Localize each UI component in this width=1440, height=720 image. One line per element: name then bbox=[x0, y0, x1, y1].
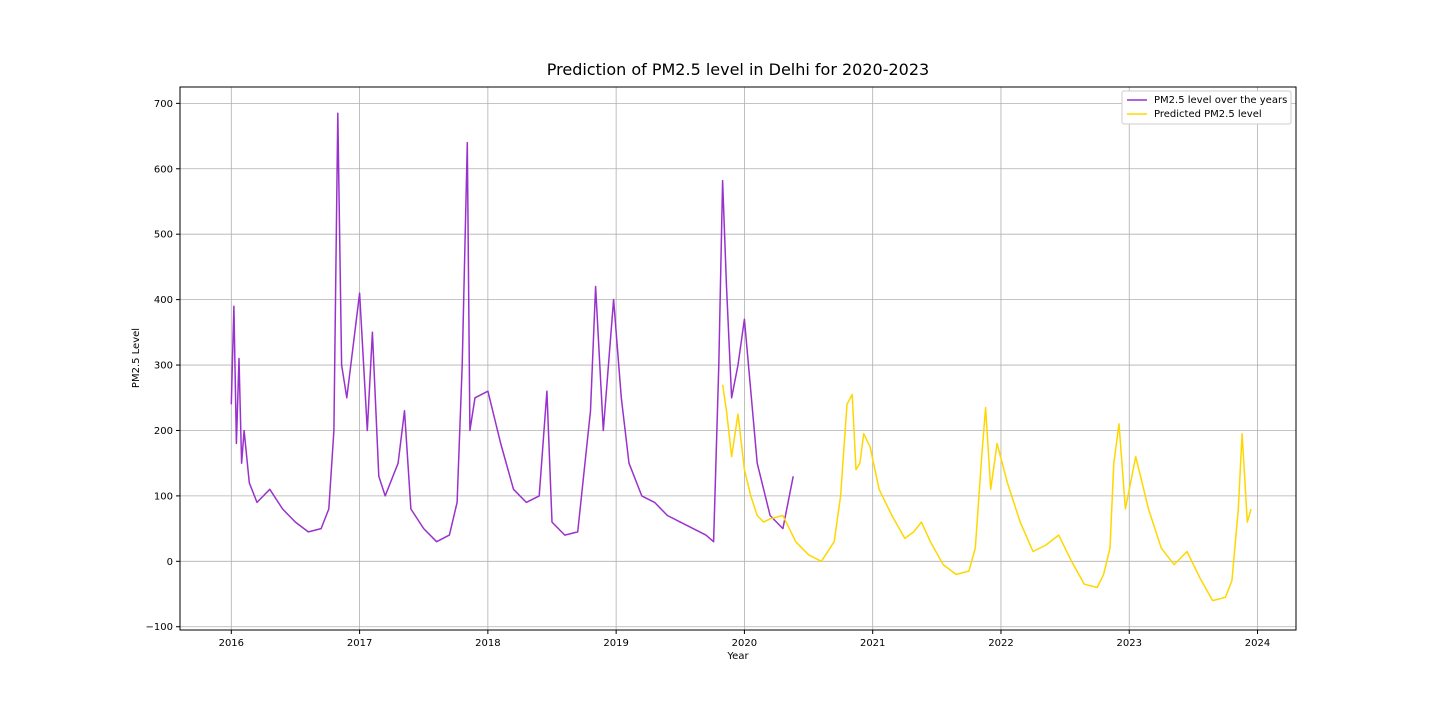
y-axis-label: PM2.5 Level bbox=[131, 328, 142, 388]
y-axis: −100 0 100 200 300 400 500 600 700 bbox=[146, 99, 180, 633]
legend-label-predicted: Predicted PM2.5 level bbox=[1154, 109, 1262, 120]
y-tick-label: 0 bbox=[167, 557, 173, 568]
legend: PM2.5 level over the years Predicted PM2… bbox=[1121, 90, 1292, 125]
x-tick-label: 2022 bbox=[988, 638, 1013, 649]
x-tick-label: 2020 bbox=[732, 638, 757, 649]
legend-box bbox=[1121, 90, 1292, 125]
y-tick-label: 500 bbox=[154, 230, 173, 241]
series-line-predicted bbox=[721, 384, 1252, 602]
x-axis-label: Year bbox=[726, 651, 749, 662]
y-tick-label: 300 bbox=[154, 361, 173, 372]
x-tick-label: 2021 bbox=[860, 638, 885, 649]
y-tick-label: 700 bbox=[154, 99, 173, 110]
y-tick-label: 400 bbox=[154, 295, 173, 306]
y-tick-label: −100 bbox=[146, 622, 173, 633]
x-tick-label: 2024 bbox=[1245, 638, 1270, 649]
x-tick-label: 2018 bbox=[475, 638, 500, 649]
plot-area-frame bbox=[179, 86, 1297, 631]
y-tick-label: 600 bbox=[154, 164, 173, 175]
x-axis: 2016 2017 2018 2019 2020 2021 2022 2023 2024 bbox=[219, 630, 1270, 649]
chart-title: Prediction of PM2.5 level in Delhi for 2… bbox=[547, 60, 929, 79]
y-tick-label: 200 bbox=[154, 426, 173, 437]
x-tick-label: 2016 bbox=[219, 638, 244, 649]
series-layer bbox=[230, 112, 1252, 602]
x-tick-label: 2023 bbox=[1117, 638, 1142, 649]
y-tick-label: 100 bbox=[154, 491, 173, 502]
x-tick-label: 2019 bbox=[603, 638, 628, 649]
series-line-observed bbox=[230, 112, 794, 543]
x-tick-label: 2017 bbox=[347, 638, 372, 649]
legend-label-observed: PM2.5 level over the years bbox=[1154, 95, 1287, 106]
